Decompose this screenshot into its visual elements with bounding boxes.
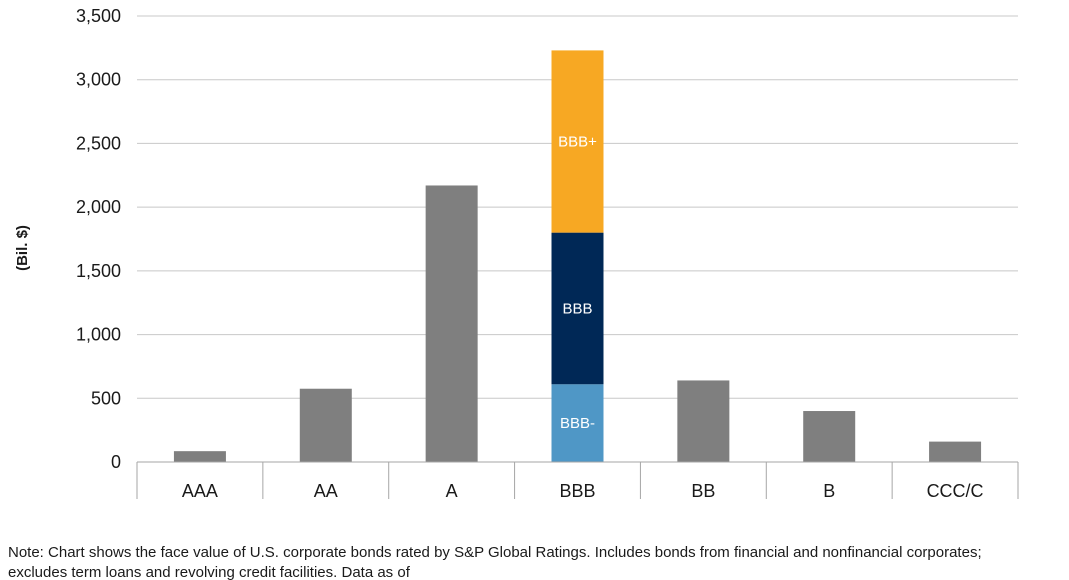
- bar-segment: [551, 50, 604, 233]
- y-tick-label: 3,500: [76, 6, 121, 26]
- bar-segment-label: BBB-: [560, 415, 595, 432]
- y-tick-label: 3,000: [76, 70, 121, 90]
- y-tick-label: 2,500: [76, 133, 121, 153]
- bar: [803, 411, 856, 462]
- y-tick-label: 0: [111, 452, 121, 472]
- bar: [677, 380, 730, 462]
- bar-segment: [551, 232, 604, 385]
- y-tick-label: 2,000: [76, 197, 121, 217]
- y-tick-label: 500: [91, 388, 121, 408]
- bar: [173, 451, 226, 462]
- y-axis-title: (Bil. $): [14, 225, 31, 271]
- y-tick-label: 1,000: [76, 325, 121, 345]
- bar: [425, 185, 478, 463]
- y-tick-label: 1,500: [76, 261, 121, 281]
- chart-note: Note: Chart shows the face value of U.S.…: [8, 544, 982, 580]
- x-tick-label: BBB: [559, 481, 595, 501]
- bar: [929, 441, 982, 462]
- bar-segment-label: BBB+: [558, 134, 597, 151]
- x-tick-label: B: [823, 481, 835, 501]
- x-axis: AAA AA A BBB BB B CCC/C: [136, 461, 1019, 501]
- x-tick-label: AA: [314, 481, 338, 501]
- bar: [299, 388, 352, 462]
- bars: BBB- BBB BBB+: [173, 50, 982, 463]
- y-axis-ticks: 0 500 1,000 1,500 2,000 2,500 3,000 3,500: [76, 6, 121, 472]
- x-tick-label: AAA: [182, 481, 218, 501]
- bar-segment: [551, 384, 604, 462]
- bar-segment-label: BBB: [562, 300, 592, 317]
- x-tick-label: BB: [691, 481, 715, 501]
- x-tick-label: CCC/C: [927, 481, 984, 501]
- x-tick-label: A: [446, 481, 458, 501]
